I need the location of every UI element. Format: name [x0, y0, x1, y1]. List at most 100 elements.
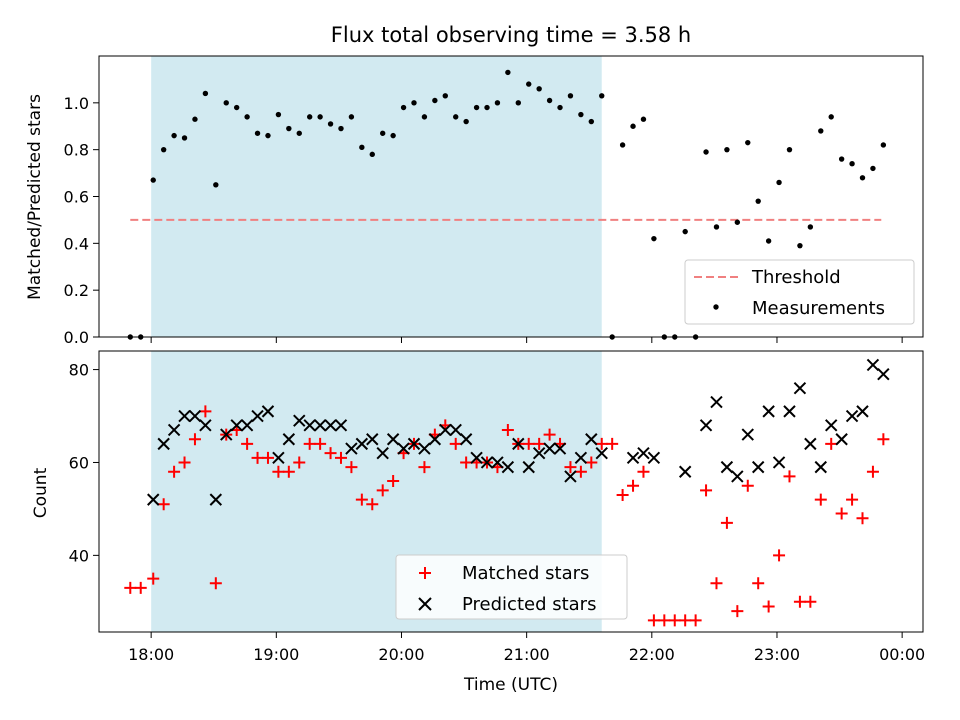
- predicted-star-point: [199, 419, 212, 432]
- legend-matched-swatch: [419, 567, 431, 579]
- matched-star-point: [627, 479, 640, 492]
- predicted-star-point: [731, 470, 744, 483]
- matched-star-point: [209, 577, 222, 590]
- measurement-point: [630, 123, 636, 129]
- measurement-point: [546, 97, 553, 104]
- predicted-star-point: [324, 419, 337, 432]
- legend-bottom-box: [395, 554, 628, 620]
- matched-star-point: [147, 572, 160, 585]
- legend-predicted-swatch: [418, 597, 432, 611]
- measurement-point: [463, 118, 469, 125]
- measurement-point: [348, 114, 355, 120]
- matched-star-point: [668, 614, 681, 627]
- legend-top-box: [684, 259, 915, 325]
- predicted-star-point: [825, 419, 838, 432]
- figure-title: Flux total observing time = 3.58 h: [331, 23, 691, 47]
- matched-star-point: [637, 465, 650, 478]
- measurement-point: [755, 198, 761, 204]
- measurement-point: [202, 90, 209, 97]
- predicted-star-point: [418, 442, 431, 455]
- measurement-point: [692, 334, 699, 340]
- predicted-star-point: [345, 442, 358, 455]
- measurement-point: [703, 149, 709, 155]
- legend-measurements-swatch: [713, 304, 719, 310]
- measurement-point: [223, 100, 229, 106]
- matched-star-point: [134, 581, 147, 594]
- measurement-point: [651, 235, 657, 242]
- measurement-point: [619, 142, 626, 148]
- predicted-star-point: [397, 442, 410, 455]
- predicted-star-point: [272, 451, 285, 465]
- matched-star-point: [387, 475, 400, 488]
- measurement-point: [818, 128, 824, 134]
- predicted-star-point: [793, 381, 807, 395]
- measurement-point: [734, 219, 741, 225]
- x-tick-label: 20:00: [378, 645, 424, 664]
- measurement-point: [578, 111, 584, 118]
- measurement-point: [765, 238, 772, 244]
- predicted-star-point: [647, 451, 661, 465]
- matched-star-point: [731, 605, 744, 618]
- measurement-point: [338, 125, 344, 132]
- matched-star-point: [251, 451, 264, 464]
- measurement-point: [453, 114, 459, 120]
- predicted-star-point: [814, 460, 827, 474]
- predicted-star-point: [428, 433, 442, 446]
- measurement-point: [400, 104, 407, 111]
- measurement-point: [880, 142, 887, 148]
- measurement-point: [599, 93, 605, 99]
- matched-star-point: [355, 493, 368, 506]
- matched-star-point: [418, 461, 431, 474]
- predicted-star-point: [470, 451, 483, 465]
- predicted-star-point: [637, 446, 650, 460]
- top-y-axis-label: Matched/Predicted stars: [25, 94, 45, 300]
- measurement-point: [859, 175, 866, 181]
- measurement-point: [138, 334, 144, 340]
- measurement-point: [150, 177, 156, 183]
- matched-star-point: [324, 447, 337, 460]
- matched-star-point: [866, 465, 879, 478]
- measurement-point: [306, 114, 313, 120]
- measurement-point: [807, 224, 814, 230]
- predicted-star-point: [157, 437, 170, 451]
- y-tick-label: 1.0: [64, 94, 89, 113]
- matched-star-point: [658, 614, 671, 627]
- matched-star-point: [825, 437, 838, 450]
- x-tick-label: 21:00: [504, 645, 550, 664]
- measurement-point: [296, 130, 302, 136]
- x-tick-label: 18:00: [128, 645, 174, 664]
- legend-bottom: Matched stars Predicted stars: [395, 554, 628, 620]
- predicted-star-point: [574, 451, 588, 465]
- predicted-star-point: [751, 460, 765, 474]
- measurement-point: [254, 130, 261, 136]
- matched-star-point: [303, 437, 316, 450]
- measurement-point: [369, 151, 375, 158]
- measurement-point: [473, 104, 480, 111]
- matched-star-point: [595, 437, 608, 450]
- measurement-point: [265, 132, 271, 139]
- matched-star-point: [282, 465, 295, 478]
- matched-star-point: [366, 498, 379, 511]
- measurement-point: [505, 69, 511, 76]
- predicted-star-point: [710, 395, 723, 409]
- predicted-star-point: [804, 437, 817, 451]
- measurement-point: [640, 116, 647, 122]
- measurement-point: [286, 125, 292, 132]
- measurement-point: [160, 146, 167, 153]
- predicted-star-point: [230, 419, 243, 432]
- predicted-star-point: [386, 433, 400, 446]
- plot-frame: [98, 350, 924, 633]
- legend-measurements-label: Measurements: [752, 298, 885, 319]
- measurement-point: [588, 118, 595, 125]
- measurement-point: [411, 100, 417, 106]
- y-tick-label: 0.4: [64, 234, 89, 253]
- predicted-star-point: [532, 446, 546, 460]
- predicted-star-point: [553, 442, 567, 455]
- predicted-star-point: [585, 433, 598, 446]
- measurement-point: [317, 114, 323, 120]
- legend-matched-label: Matched stars: [462, 563, 589, 584]
- predicted-star-point: [439, 423, 452, 437]
- matched-star-point: [124, 581, 137, 594]
- matched-star-point: [793, 595, 806, 608]
